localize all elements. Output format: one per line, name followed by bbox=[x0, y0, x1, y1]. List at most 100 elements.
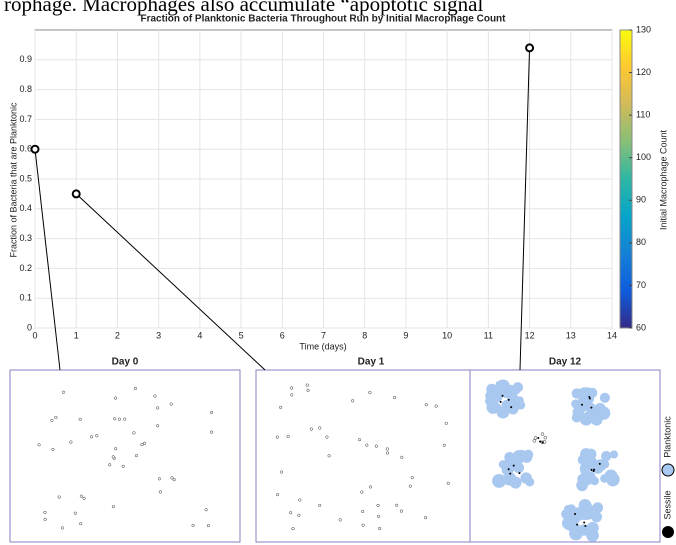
bacterium bbox=[447, 482, 450, 485]
bacterium bbox=[80, 495, 83, 498]
y-tick-label: 0.4 bbox=[19, 203, 32, 213]
bacterium bbox=[290, 394, 293, 397]
panel-day0 bbox=[10, 370, 240, 542]
sessile-dot bbox=[537, 437, 539, 439]
bacterium bbox=[318, 427, 321, 430]
bacterium bbox=[395, 504, 398, 507]
bacterium bbox=[123, 418, 126, 421]
sessile-dot bbox=[539, 441, 541, 443]
sessile-dot bbox=[508, 468, 510, 470]
planktonic-blob bbox=[587, 522, 599, 534]
x-axis-label: Time (days) bbox=[299, 341, 346, 351]
sessile-dot bbox=[584, 525, 586, 527]
bacterium bbox=[361, 510, 364, 513]
bacterium bbox=[362, 524, 365, 527]
bacterium bbox=[280, 471, 283, 474]
bacterium bbox=[443, 444, 446, 447]
bacterium bbox=[210, 411, 213, 414]
x-tick-label: 7 bbox=[321, 330, 326, 340]
bacterium bbox=[369, 391, 372, 394]
sessile-dot bbox=[500, 401, 502, 403]
bacterium bbox=[134, 387, 137, 390]
bacterium bbox=[409, 485, 412, 488]
bacterium bbox=[435, 405, 438, 408]
bacterium bbox=[400, 456, 403, 459]
sessile-dot bbox=[510, 406, 512, 408]
bacterium bbox=[358, 438, 361, 441]
colorbar-tick-label: 110 bbox=[636, 110, 650, 120]
sessile-dot bbox=[593, 469, 595, 471]
x-tick-label: 12 bbox=[525, 330, 535, 340]
bacterium bbox=[292, 527, 295, 530]
highlight-marker bbox=[526, 44, 533, 51]
bacterium bbox=[52, 448, 55, 451]
bacterium bbox=[369, 486, 372, 489]
bacterium bbox=[135, 454, 138, 457]
planktonic-blob bbox=[592, 502, 603, 513]
bacterium bbox=[156, 407, 159, 410]
y-tick-label: 0.6 bbox=[19, 144, 32, 154]
bacterium bbox=[393, 396, 396, 399]
bacterium bbox=[133, 432, 136, 435]
bacterium bbox=[158, 477, 161, 480]
planktonic-blob bbox=[533, 439, 536, 442]
panel-title: Day 1 bbox=[358, 357, 385, 368]
planktonic-blob bbox=[591, 511, 602, 522]
panel-title: Day 12 bbox=[549, 357, 582, 368]
bacterium bbox=[445, 422, 448, 425]
planktonic-blob bbox=[513, 462, 524, 473]
sessile-dot bbox=[574, 513, 576, 515]
bacterium bbox=[378, 527, 381, 530]
bacterium bbox=[143, 442, 146, 445]
sessile-dot bbox=[502, 395, 504, 397]
y-tick-label: 0 bbox=[27, 322, 32, 332]
bacterium bbox=[360, 491, 363, 494]
bacterium bbox=[112, 456, 115, 459]
panel-title: Day 0 bbox=[112, 357, 139, 368]
planktonic-blob bbox=[502, 474, 512, 484]
planktonic-swatch bbox=[662, 464, 674, 476]
bacterium bbox=[351, 400, 354, 403]
x-tick-label: 6 bbox=[280, 330, 285, 340]
bacterium bbox=[411, 476, 414, 479]
y-tick-label: 0.7 bbox=[19, 114, 32, 124]
y-tick-label: 0.2 bbox=[19, 263, 32, 273]
bacterium bbox=[366, 444, 369, 447]
chart-title: Fraction of Planktonic Bacteria Througho… bbox=[140, 14, 506, 25]
bacterium bbox=[44, 511, 47, 514]
bacterium bbox=[122, 465, 125, 468]
bacterium bbox=[424, 516, 427, 519]
colorbar-tick-label: 80 bbox=[636, 237, 646, 247]
sessile-dot bbox=[583, 521, 585, 523]
sessile-dot bbox=[581, 404, 583, 406]
planktonic-blob bbox=[541, 433, 544, 436]
planktonic-blob bbox=[590, 477, 599, 486]
sessile-dot bbox=[508, 399, 510, 401]
bacterium bbox=[276, 493, 279, 496]
planktonic-blob bbox=[600, 393, 610, 403]
sessile-dot bbox=[590, 469, 592, 471]
y-tick-label: 0.3 bbox=[19, 233, 32, 243]
highlight-marker bbox=[32, 146, 39, 153]
bacterium bbox=[74, 512, 77, 515]
planktonic-blob bbox=[578, 455, 588, 465]
bacterium bbox=[79, 418, 82, 421]
colorbar-label: Initial Macrophage Count bbox=[658, 129, 668, 230]
bacterium bbox=[276, 436, 279, 439]
colorbar-tick-label: 70 bbox=[636, 280, 646, 290]
x-tick-label: 8 bbox=[362, 330, 367, 340]
x-tick-label: 3 bbox=[156, 330, 161, 340]
x-tick-label: 1 bbox=[74, 330, 79, 340]
bacterium bbox=[159, 491, 162, 494]
bacterium bbox=[118, 418, 121, 421]
bacterium bbox=[207, 524, 210, 527]
y-tick-label: 0.1 bbox=[19, 293, 32, 303]
sessile-dot bbox=[509, 473, 511, 475]
bacterium bbox=[298, 514, 301, 517]
colorbar-tick-label: 130 bbox=[636, 24, 651, 34]
x-tick-label: 10 bbox=[442, 330, 452, 340]
sessile-swatch bbox=[662, 526, 674, 538]
bacterium bbox=[108, 463, 111, 466]
bacterium bbox=[114, 447, 117, 450]
bacterium bbox=[287, 435, 290, 438]
